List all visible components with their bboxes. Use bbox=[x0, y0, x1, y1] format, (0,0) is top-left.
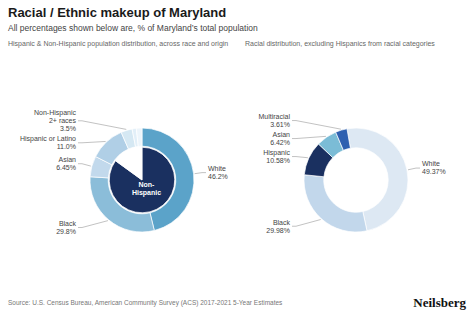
value-label: 3.61% bbox=[270, 121, 290, 128]
slice-label-line: Non-Hispanic bbox=[34, 109, 77, 117]
slice-label: Hispanic bbox=[263, 149, 290, 157]
title-line: Racial distribution, excluding Hispanics… bbox=[245, 40, 435, 48]
chart-title: Racial distribution, excluding Hispanics… bbox=[245, 40, 435, 48]
slice-label: White bbox=[422, 160, 440, 167]
slice-label: Black bbox=[59, 220, 77, 227]
leader-line bbox=[292, 220, 321, 227]
slice-label: Asian bbox=[272, 131, 290, 138]
inner-slice bbox=[115, 147, 142, 180]
inner-slice bbox=[109, 147, 175, 213]
value-label: 29.98% bbox=[266, 227, 290, 234]
slice-label: Asian bbox=[58, 156, 76, 163]
slice-label: Multiracial bbox=[258, 113, 290, 120]
pie-chart: White49.37% Black29.98% Hispanic10.58% Asia… bbox=[258, 113, 445, 234]
value-label: 10.58% bbox=[266, 157, 290, 164]
slice bbox=[336, 129, 351, 151]
value-label: 49.37% bbox=[422, 168, 446, 175]
slice-label-line: Black bbox=[59, 220, 77, 227]
source: Source: U.S. Census Bureau, American Com… bbox=[8, 299, 283, 307]
inner-label-line: Hispanic bbox=[132, 189, 161, 197]
slice-label-line: 2+ races bbox=[49, 117, 77, 124]
leader-line bbox=[292, 157, 308, 158]
chart-title: Hispanic & Non-Hispanic population distr… bbox=[8, 40, 228, 48]
slice-label-line: White bbox=[422, 160, 440, 167]
slice-label: Non-Hispanic2+ races bbox=[34, 109, 77, 124]
slice-label-line: Multiracial bbox=[258, 113, 290, 120]
slices bbox=[304, 128, 408, 232]
brand: Neilsberg bbox=[413, 295, 466, 310]
slice bbox=[304, 175, 367, 232]
value-label: 29.8% bbox=[56, 228, 76, 235]
leader-line bbox=[78, 221, 108, 228]
value-label: 3.5% bbox=[60, 125, 76, 132]
slice-label-line: Asian bbox=[58, 156, 76, 163]
slice-label-line: Hispanic bbox=[263, 149, 290, 157]
leader-line bbox=[408, 168, 420, 170]
title-line: Hispanic & Non-Hispanic population distr… bbox=[8, 40, 228, 48]
leader-line bbox=[78, 141, 106, 142]
value-label: 46.2% bbox=[208, 173, 228, 180]
slice-label-line: Asian bbox=[272, 131, 290, 138]
leader-line bbox=[78, 164, 91, 166]
inner-label-line: Non- bbox=[138, 181, 155, 188]
pie-chart: Non-Hispanic White46.2% Black29.8% Asian6.4… bbox=[20, 109, 228, 235]
value-label: 11.0% bbox=[57, 143, 76, 150]
value-label: 6.42% bbox=[270, 139, 290, 146]
leader-line bbox=[292, 121, 341, 130]
slice-label: Hispanic or Latino bbox=[20, 135, 76, 143]
subtitle: All percentages shown below are, % of Ma… bbox=[8, 23, 258, 33]
title: Racial / Ethnic makeup of Maryland bbox=[8, 5, 226, 20]
slice-label-line: White bbox=[208, 165, 226, 172]
leader-line bbox=[292, 136, 326, 138]
chart-svg: Racial / Ethnic makeup of Maryland All pe… bbox=[0, 0, 474, 316]
leader-line bbox=[195, 173, 206, 174]
slice-label: Black bbox=[273, 219, 291, 226]
slices bbox=[90, 128, 194, 232]
slice-label-line: Black bbox=[273, 219, 291, 226]
leader-line bbox=[78, 121, 126, 130]
slice-label-line: Hispanic or Latino bbox=[20, 135, 76, 143]
value-label: 6.45% bbox=[56, 164, 76, 171]
slice bbox=[136, 128, 142, 146]
slice-label: White bbox=[208, 165, 226, 172]
inner-label: Non-Hispanic bbox=[132, 181, 161, 197]
